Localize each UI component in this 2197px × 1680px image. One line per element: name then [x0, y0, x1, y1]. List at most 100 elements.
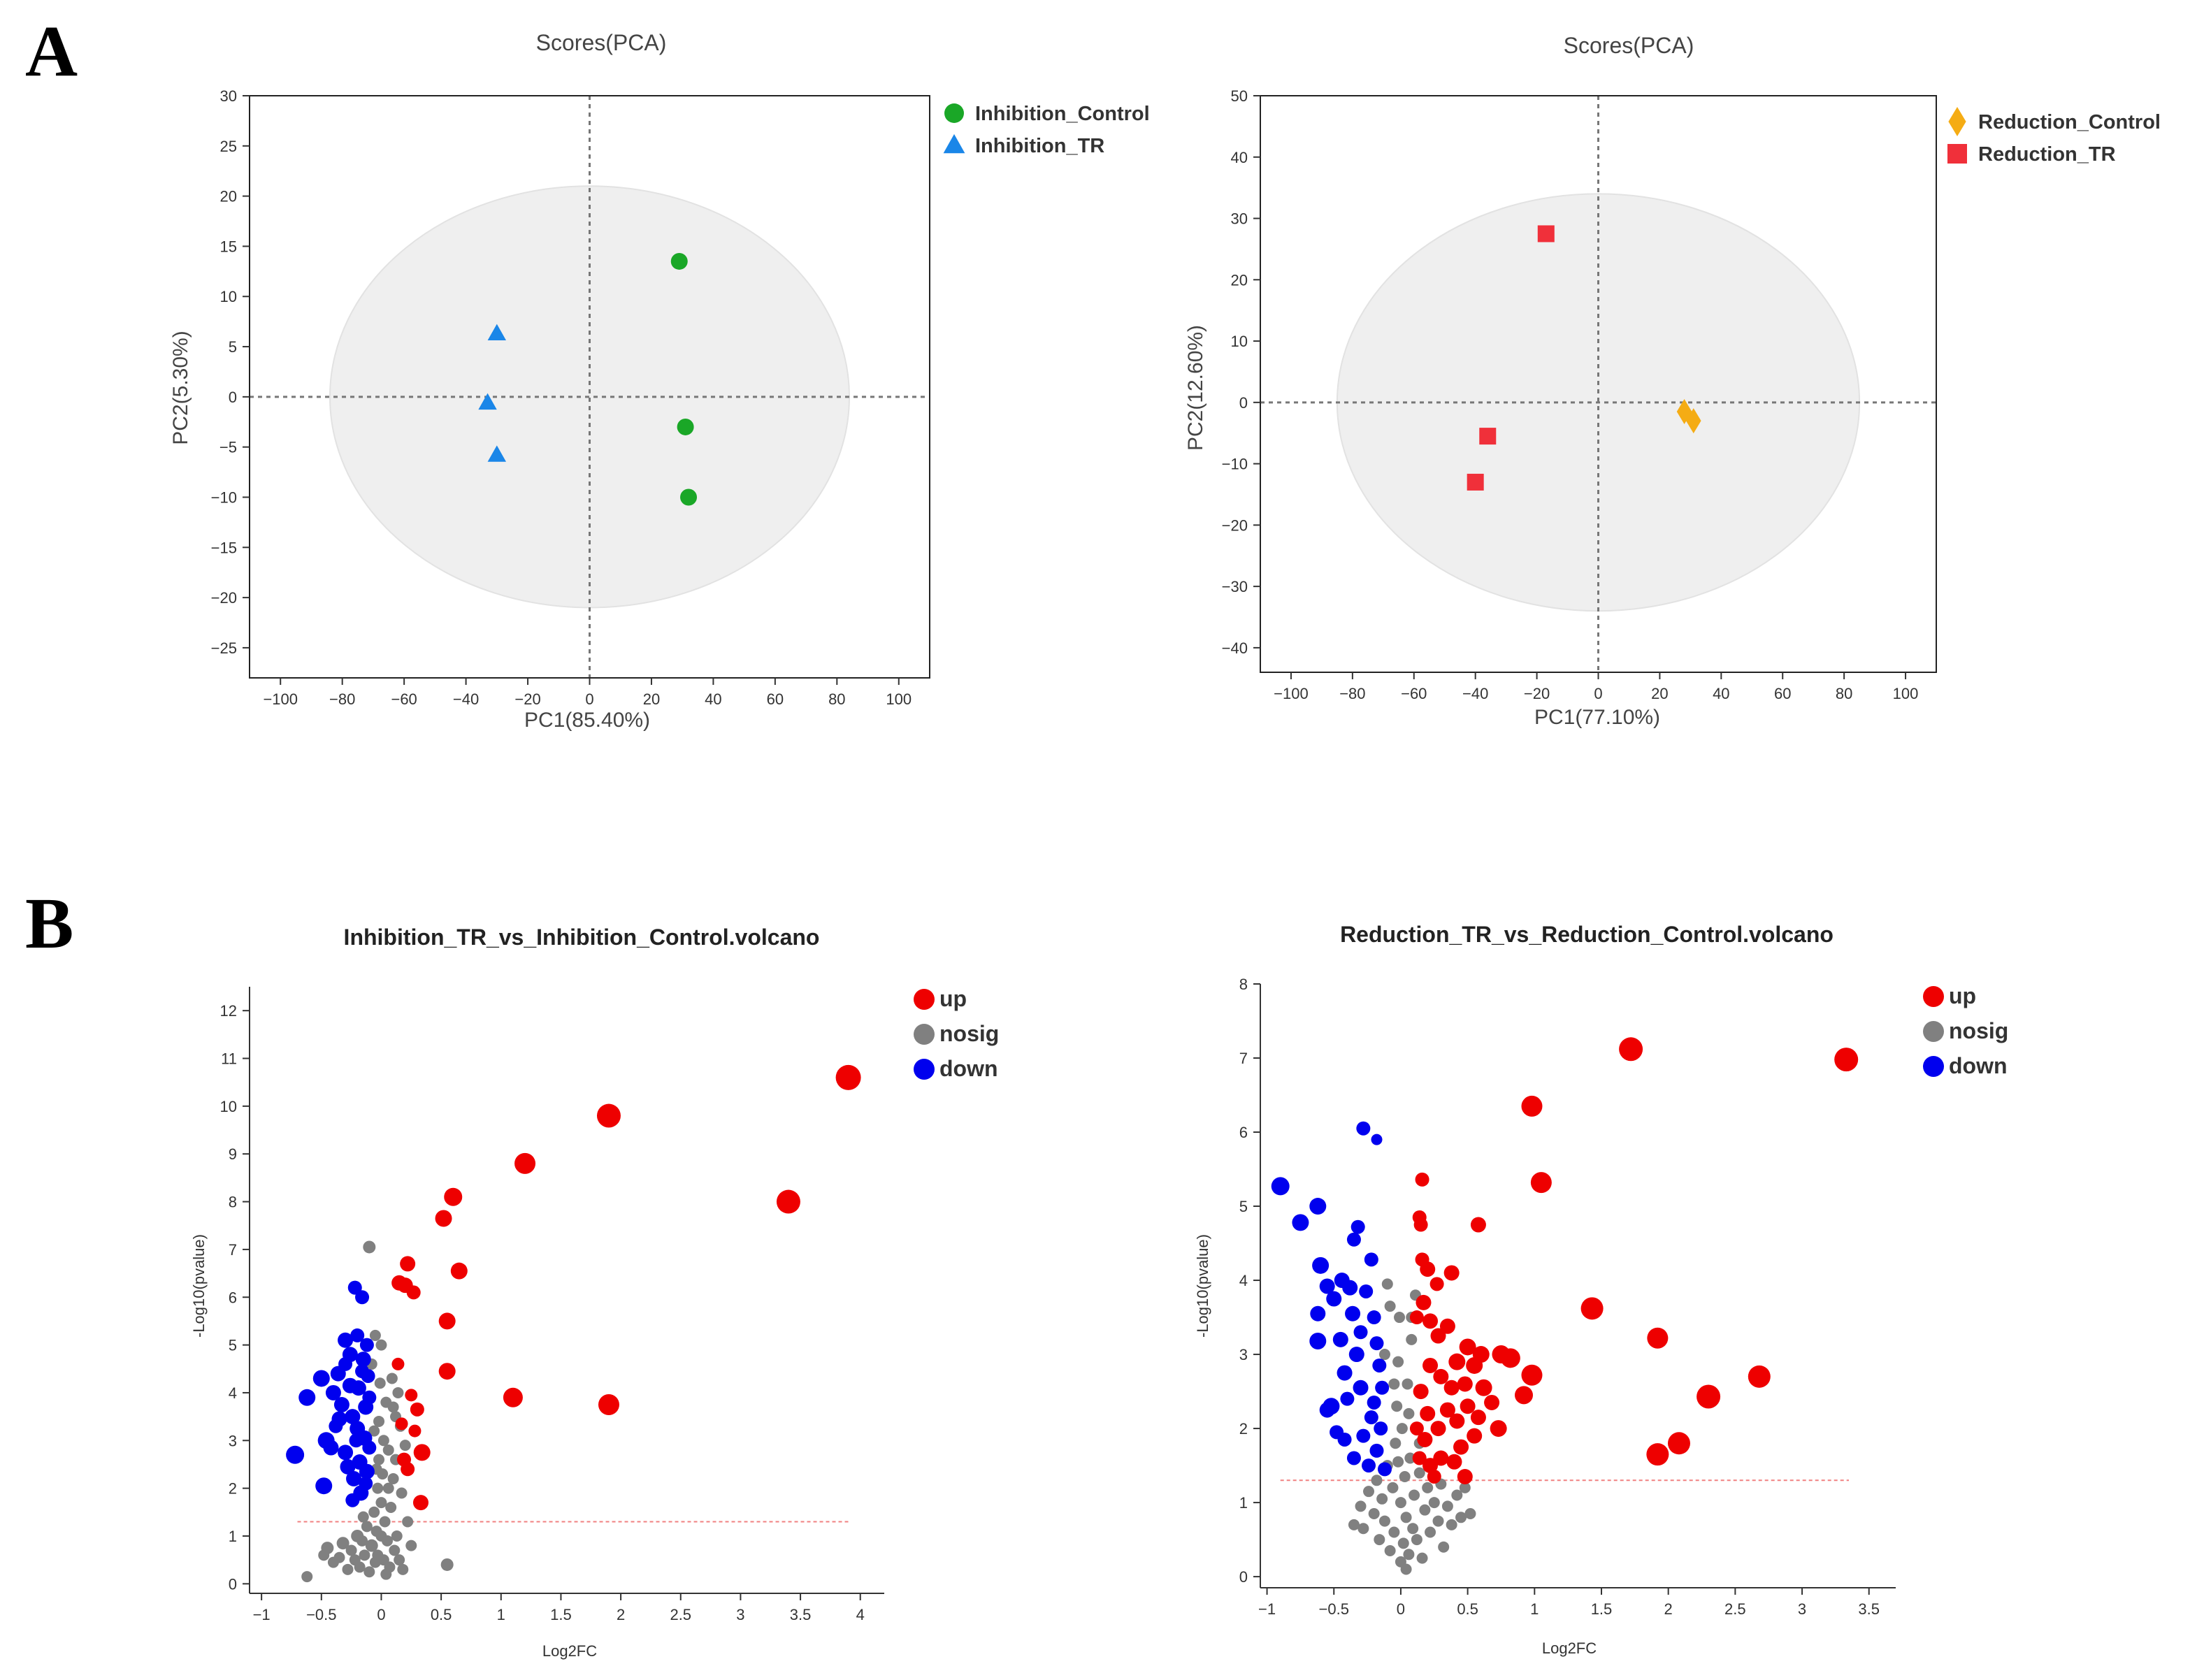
x-tick-label: −100 [263, 690, 298, 708]
down-point [346, 1470, 362, 1486]
nosig-point [375, 1530, 387, 1542]
nosig-point [1438, 1541, 1450, 1553]
down-point [1377, 1462, 1392, 1477]
up-point [1413, 1384, 1429, 1400]
nosig-point [382, 1482, 394, 1494]
y-tick-label: 1 [1239, 1494, 1248, 1512]
inhibition-tr-point [487, 445, 507, 462]
up-point [1580, 1297, 1604, 1320]
down-point [1364, 1252, 1378, 1267]
y-tick-label: 25 [220, 138, 237, 155]
up-point [401, 1462, 415, 1477]
y-tick-label: 40 [1231, 149, 1248, 166]
nosig-point [1388, 1378, 1400, 1390]
up-point [450, 1262, 468, 1280]
up-point [1457, 1376, 1473, 1392]
up-point [1430, 1328, 1446, 1344]
up-point [1422, 1313, 1439, 1329]
y-tick-label: −25 [211, 639, 237, 657]
y-tick-label: 12 [220, 1002, 237, 1020]
x-tick-label: 80 [1836, 685, 1852, 702]
y-tick-label: 50 [1231, 87, 1248, 105]
y-tick-label: 11 [221, 1050, 237, 1068]
inhibition-tr-point [487, 324, 507, 340]
reduction-tr-point [1537, 225, 1555, 242]
nosig-point [386, 1373, 398, 1384]
down-point [1364, 1410, 1378, 1425]
y-tick-label: −15 [211, 539, 237, 556]
nosig-point [1400, 1512, 1412, 1523]
x-tick-label: 100 [886, 690, 912, 708]
up-point [503, 1387, 523, 1407]
y-tick-label: 4 [1239, 1272, 1248, 1289]
x-tick-label: −0.5 [1319, 1600, 1349, 1618]
y-tick-label: 30 [220, 87, 237, 105]
up-point [1619, 1037, 1643, 1062]
down-point [1309, 1332, 1327, 1349]
y-tick-label: 20 [220, 188, 237, 205]
down-point [329, 1419, 343, 1433]
up-point [1417, 1431, 1433, 1447]
nosig-point [402, 1516, 414, 1528]
down-point [1337, 1365, 1353, 1381]
down-point [338, 1444, 354, 1461]
y-tick-label: 9 [229, 1145, 237, 1163]
up-point [1457, 1468, 1473, 1484]
down-point [312, 1370, 330, 1387]
x-tick-label: −60 [391, 690, 417, 708]
up-point [1443, 1380, 1460, 1396]
nosig-point [387, 1401, 399, 1413]
up-point [1697, 1384, 1721, 1409]
nosig-point [356, 1535, 368, 1547]
down-point [349, 1433, 363, 1448]
nosig-point [1392, 1356, 1404, 1368]
down-point [298, 1389, 316, 1406]
y-tick-label: 10 [220, 288, 237, 305]
x-tick-label: −0.5 [306, 1606, 336, 1623]
chart-title: Scores(PCA) [1564, 33, 1694, 58]
y-tick-label: 10 [1231, 333, 1248, 350]
legend-label: Inhibition_Control [975, 103, 1150, 125]
reduction-tr-point [1467, 473, 1484, 491]
nosig-point [368, 1506, 380, 1518]
nosig-point [391, 1530, 403, 1542]
nosig-point [1451, 1489, 1463, 1501]
down-point [1356, 1428, 1371, 1443]
down-point [1271, 1177, 1290, 1196]
y-tick-label: 10 [220, 1098, 237, 1115]
legend-label: Reduction_TR [1978, 143, 2116, 166]
down-point [355, 1352, 371, 1368]
nosig-point [396, 1487, 408, 1499]
nosig-point [374, 1377, 386, 1389]
nosig-point [380, 1568, 392, 1580]
x-tick-label: 0 [585, 690, 593, 708]
legend-label: nosig [939, 1021, 999, 1046]
y-axis-label: PC2(12.60%) [1184, 325, 1207, 451]
pca-inhibition-chart: −100 −80 −60 −40 −20 0 20 40 60 80 100 30 25 20 15 10 5 0… [169, 30, 1150, 732]
nosig-point [301, 1571, 313, 1583]
nosig-point [1413, 1467, 1425, 1479]
x-tick-label: 0.5 [431, 1606, 452, 1623]
down-point [362, 1440, 377, 1455]
y-tick-label: 8 [229, 1194, 237, 1211]
legend-marker-nosig [1923, 1021, 1944, 1042]
x-tick-label: 2.5 [670, 1606, 691, 1623]
up-point [1484, 1394, 1500, 1410]
inhibition-control-point [670, 252, 688, 270]
up-point [1429, 1277, 1444, 1291]
down-point [1359, 1284, 1374, 1298]
nosig-point [1406, 1333, 1418, 1345]
up-point [1413, 1217, 1428, 1232]
up-point [1433, 1450, 1449, 1466]
x-tick-label: 3.5 [790, 1606, 812, 1623]
up-point [1530, 1172, 1552, 1194]
up-point [1460, 1398, 1476, 1414]
legend-label: up [939, 986, 967, 1011]
nosig-point [369, 1329, 381, 1341]
up-point [1443, 1265, 1460, 1281]
nosig-point [1381, 1278, 1393, 1290]
nosig-point [1376, 1493, 1388, 1505]
down-point [1356, 1121, 1371, 1136]
y-tick-label: 8 [1239, 976, 1248, 993]
y-tick-label: 20 [1231, 271, 1248, 289]
